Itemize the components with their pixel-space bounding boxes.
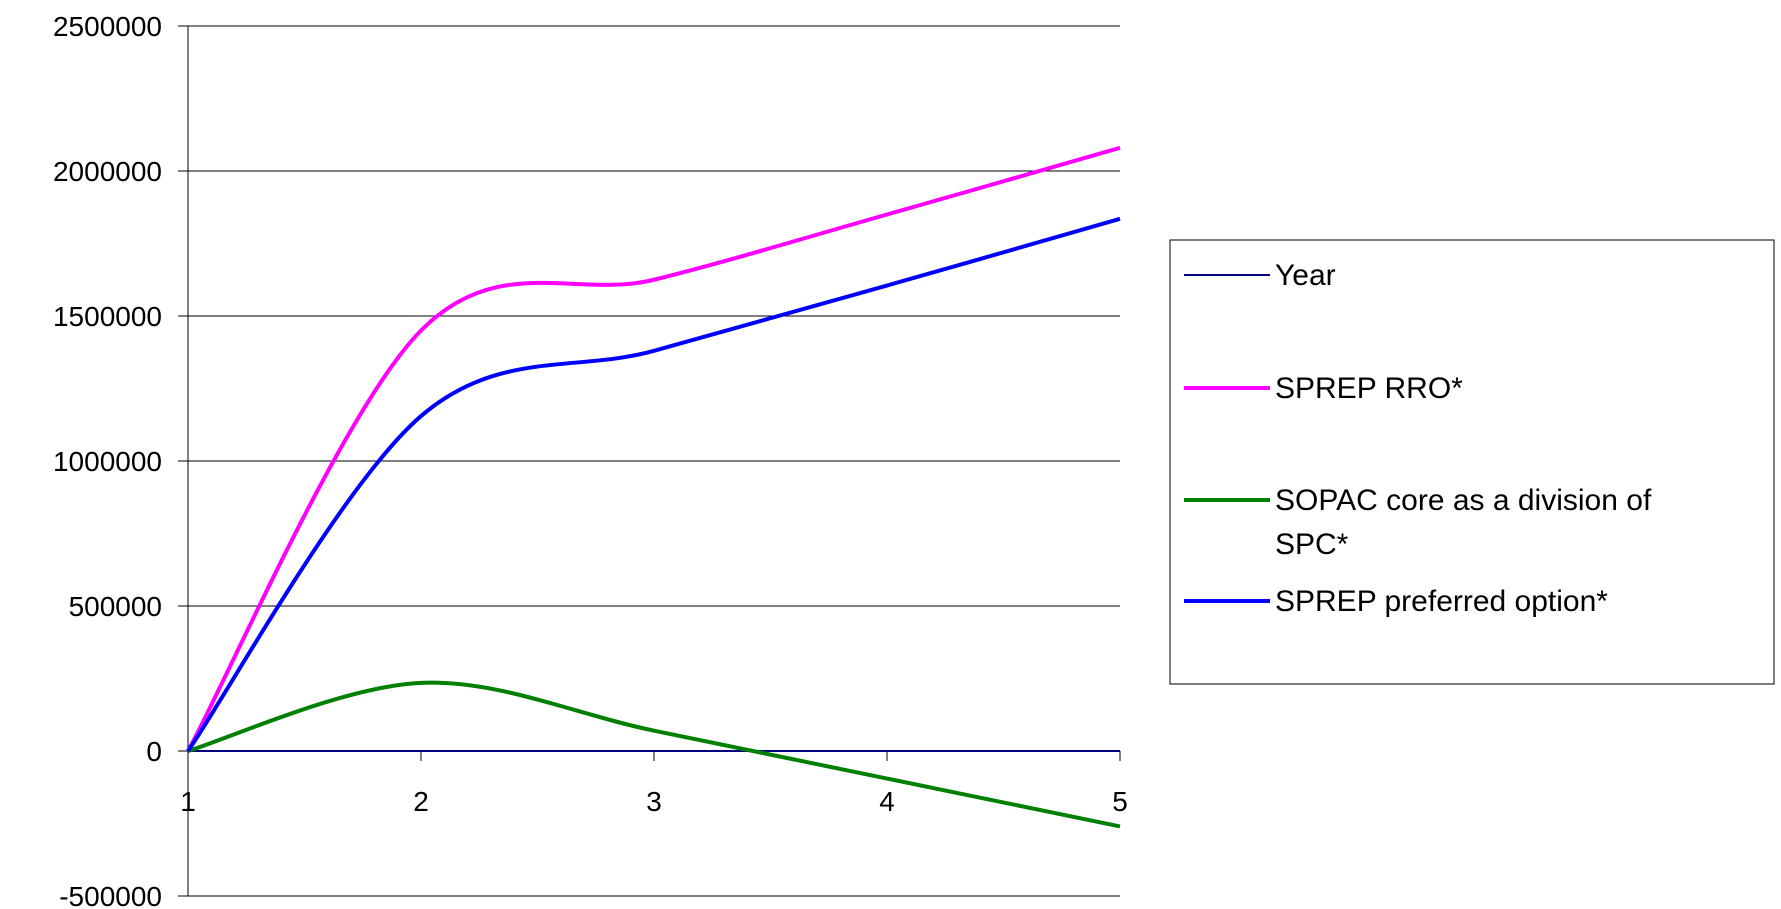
x-tick-label: 1: [180, 786, 196, 817]
y-tick-label: -500000: [59, 881, 162, 909]
series-line-1: [186, 145, 1121, 752]
x-tick-label: 3: [646, 786, 662, 817]
x-tick-label: 5: [1112, 786, 1128, 817]
x-tick-label: 2: [413, 786, 429, 817]
series-line-3: [186, 216, 1121, 753]
y-tick-label: 2000000: [53, 156, 162, 187]
legend-box: [1169, 239, 1775, 685]
legend-label: SPREP preferred option*: [1275, 585, 1608, 618]
series-lines: [186, 145, 1121, 829]
gridlines: [188, 25, 1120, 897]
x-tick-label: 4: [879, 786, 895, 817]
axes: 2500000 2000000 1500000 1000000 500000 0 -5000…: [53, 11, 1128, 909]
y-tick-label: 0: [146, 736, 162, 767]
legend-label: Year: [1275, 259, 1336, 292]
legend-label: SOPAC core as a division of SPC*: [1275, 484, 1652, 561]
legend: Year SPREP RRO* SOPAC core as a division o…: [1169, 239, 1775, 685]
y-tick-label: 500000: [69, 591, 162, 622]
legend-label: SPREP RRO*: [1275, 372, 1463, 405]
y-tick-label: 2500000: [53, 11, 162, 42]
series-line-2: [187, 680, 1121, 829]
y-tick-label: 1500000: [53, 301, 162, 332]
y-tick-label: 1000000: [53, 446, 162, 477]
